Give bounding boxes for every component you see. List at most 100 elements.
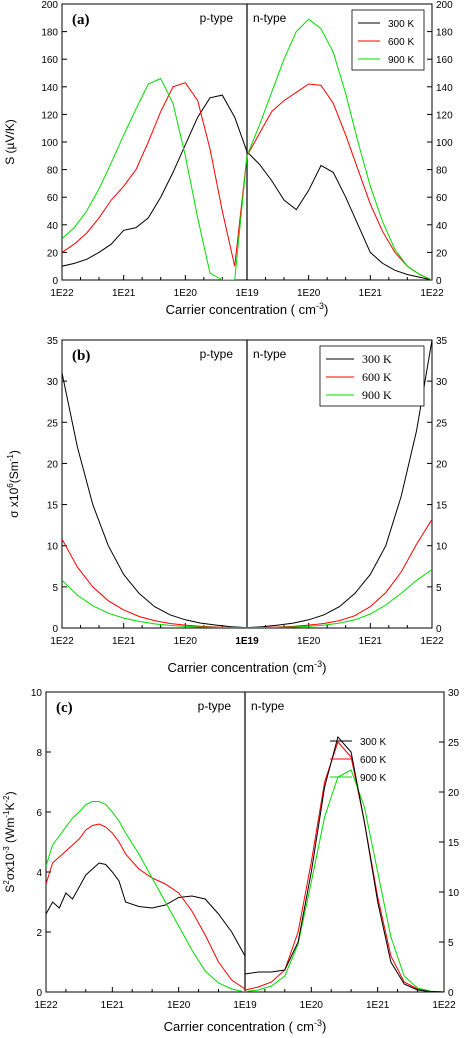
y-tick-label: 20: [47, 459, 59, 470]
region-label-p: p-type: [200, 347, 234, 361]
chart-panel-b: 1E22 1E21 1E20 1E19 1E20 1E21 1E22051015202530…: [6, 336, 448, 675]
y-tick-label: 100: [41, 138, 58, 149]
y-tick-label: 30: [47, 377, 59, 388]
y-axis-label-part: S (µV/K): [3, 119, 17, 165]
x-axis-label-sup: -3: [316, 301, 324, 311]
x-tick-label: 1E22: [432, 1000, 456, 1011]
y-right-tick-label: 25: [436, 418, 448, 429]
y-tick-label: 5: [52, 583, 58, 594]
x-axis-label-sup: -3: [314, 659, 322, 669]
panel-label: (b): [72, 348, 90, 364]
y-axis-label-part: ): [7, 450, 21, 454]
series-line-right-900k: [244, 769, 444, 992]
y-right-tick-label: 0: [436, 624, 442, 635]
y-right-tick-label: 0: [448, 988, 454, 999]
legend-box: [319, 345, 425, 407]
y-right-tick-label: 60: [436, 193, 448, 204]
y-tick-label: 10: [31, 688, 43, 699]
y-axis-label-part: -3: [2, 846, 11, 854]
y-right-tick-label: 10: [436, 542, 448, 553]
legend-label: 300 K: [388, 19, 414, 30]
x-tick-label: 1E21: [101, 1000, 125, 1011]
x-axis-label-close: ): [324, 302, 328, 317]
series-line-900k: [46, 801, 246, 992]
series-group: [62, 340, 432, 628]
y-tick-label: 35: [47, 336, 59, 347]
x-axis-label-text: Carrier concentration (cm: [167, 660, 314, 675]
y-axis-label-part: (Wm: [3, 818, 17, 847]
x-tick-label: 1E22: [420, 288, 444, 299]
x-axis-label-close: ): [322, 1019, 326, 1034]
y-axis-label-part: -2: [2, 795, 11, 803]
y-axis-label-part: ): [3, 791, 17, 795]
legend-label: 900 K: [388, 55, 414, 66]
y-tick-label: 4: [36, 868, 42, 879]
y-right-tick-label: 20: [436, 459, 448, 470]
y-tick-label: 40: [47, 221, 59, 232]
region-label-n: n-type: [253, 11, 287, 25]
y-tick-label: 25: [47, 418, 59, 429]
x-tick-label: 1E20: [297, 288, 321, 299]
y-right-tick-label: 5: [448, 938, 454, 949]
x-tick-label: 1E22: [50, 636, 74, 647]
region-label-p: p-type: [200, 11, 234, 25]
x-tick-label: 1E20: [174, 636, 198, 647]
y-right-tick-label: 40: [436, 221, 448, 232]
y-tick-label: 2: [36, 928, 42, 939]
y-right-tick-label: 160: [436, 55, 453, 66]
y-tick-label: 120: [41, 110, 58, 121]
y-right-tick-label: 25: [448, 738, 460, 749]
y-right-tick-label: 80: [436, 166, 448, 177]
y-right-tick-label: 200: [436, 0, 453, 11]
legend: 300 K 600 K 900 K: [330, 737, 386, 784]
legend-label: 900 K: [360, 773, 386, 784]
y-right-tick-label: 100: [436, 138, 453, 149]
series-group: [46, 735, 444, 992]
x-tick-label: 1E22: [420, 636, 444, 647]
x-tick-label: 1E19: [233, 1000, 257, 1011]
y-right-tick-label: 30: [436, 377, 448, 388]
x-axis-label: Carrier concentration ( cm-3): [164, 1018, 327, 1034]
y-tick-label: 80: [47, 166, 59, 177]
legend-label: 300 K: [360, 737, 386, 748]
y-tick-label: 20: [47, 248, 59, 259]
y-axis-label-part: 2: [2, 880, 11, 885]
region-label-n: n-type: [253, 347, 287, 361]
legend-label: 900 K: [362, 388, 392, 402]
x-axis-label-sup: -3: [314, 1018, 322, 1028]
y-axis-label-part: -1: [2, 810, 11, 818]
x-tick-label: 1E19: [235, 288, 259, 299]
y-axis-label-part: (Sm: [7, 461, 21, 483]
legend-label: 600 K: [362, 370, 392, 384]
y-right-tick-label: 35: [436, 336, 448, 347]
y-right-tick-label: 15: [436, 501, 448, 512]
y-axis-label-part: 6: [6, 483, 15, 488]
x-tick-label: 1E22: [34, 1000, 58, 1011]
y-tick-label: 60: [47, 193, 59, 204]
x-tick-label: 1E21: [359, 636, 383, 647]
y-tick-label: 6: [36, 808, 42, 819]
legend-label: 300 K: [362, 352, 392, 366]
y-tick-label: 0: [52, 624, 58, 635]
x-tick-label: 1E21: [366, 1000, 390, 1011]
y-tick-label: 15: [47, 501, 59, 512]
x-axis-label-text: Carrier concentration ( cm: [166, 302, 316, 317]
y-axis-label-part: σ x10: [7, 487, 21, 517]
y-tick-label: 0: [52, 276, 58, 287]
x-tick-label: 1E20: [167, 1000, 191, 1011]
y-tick-label: 10: [47, 542, 59, 553]
y-tick-label: 160: [41, 55, 58, 66]
y-tick-label: 180: [41, 28, 58, 39]
x-tick-label: 1E20: [300, 1000, 324, 1011]
series-group: [62, 18, 432, 280]
x-tick-label: 1E19: [235, 636, 259, 647]
series-line-right-300k: [244, 735, 444, 992]
x-tick-label: 1E20: [174, 288, 198, 299]
y-right-tick-label: 180: [436, 28, 453, 39]
legend-label: 600 K: [388, 37, 414, 48]
x-tick-label: 1E21: [359, 288, 383, 299]
y-axis-label: σ x106(Sm-1): [6, 450, 21, 518]
region-label-n: n-type: [251, 699, 285, 713]
region-label-p: p-type: [198, 699, 232, 713]
legend: 300 K 600 K 900 K: [319, 345, 425, 407]
